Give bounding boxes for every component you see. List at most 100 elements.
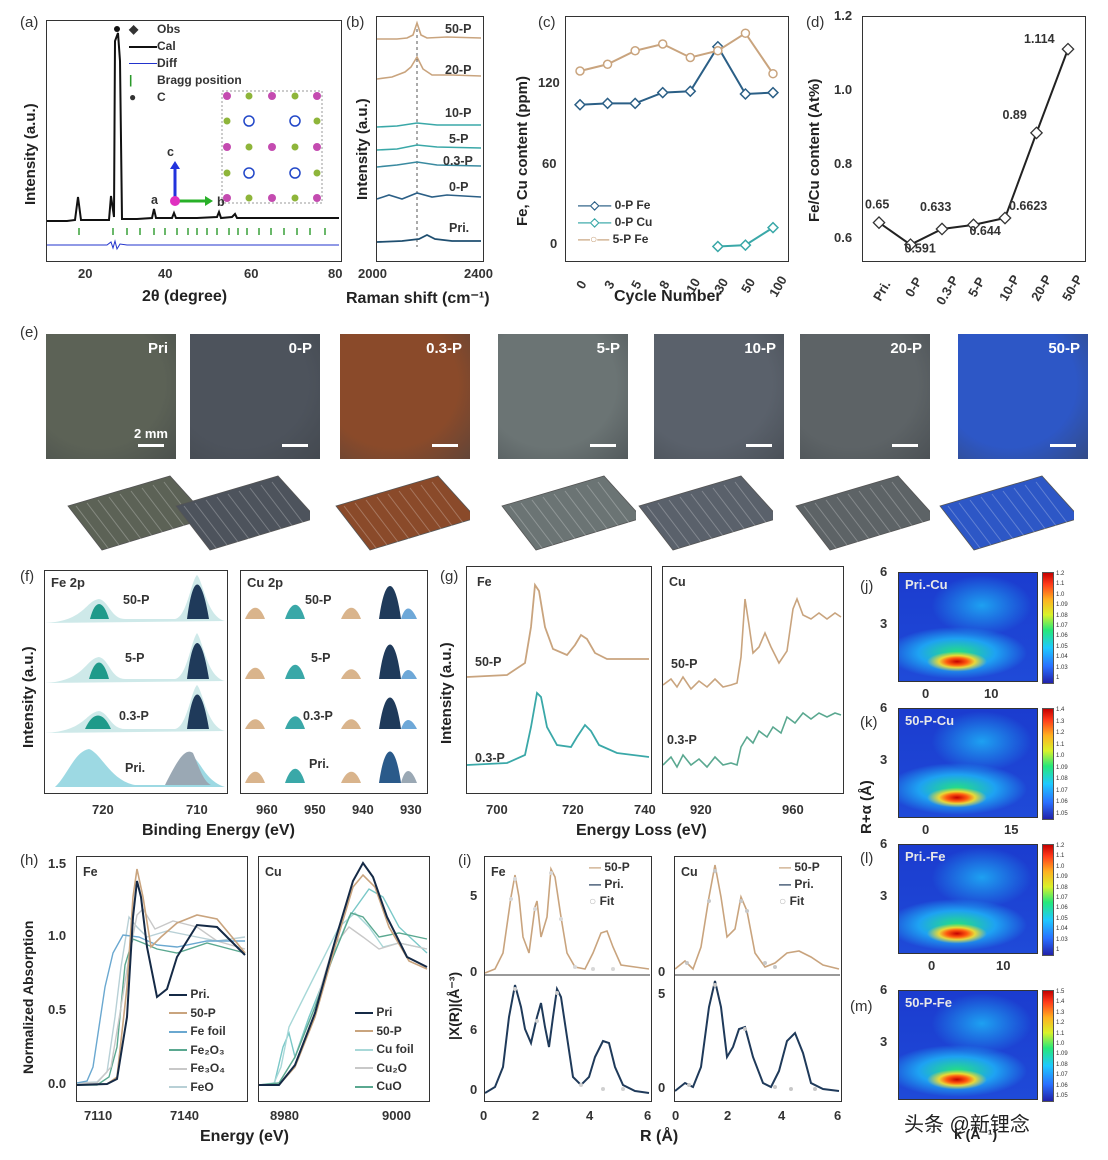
topo-surface: [335, 475, 470, 551]
data-point: [601, 97, 614, 110]
legend-diff: Diff: [129, 55, 242, 72]
topo-texture: [847, 493, 881, 537]
topo-texture: [271, 481, 305, 525]
data-point: [1061, 42, 1075, 56]
raman-label-pri: Pri.: [449, 221, 470, 235]
topo-texture: [814, 502, 848, 546]
map-xtick: 10: [984, 686, 999, 701]
scale-bar: [282, 444, 308, 447]
panel-i-ylabel: |X(R)|(Å⁻³): [446, 971, 462, 1040]
metal-content-chart: [573, 28, 780, 253]
legend-cal: Cal: [129, 38, 242, 55]
map-panel-label: (j): [860, 578, 874, 595]
data-point: [739, 87, 752, 100]
map-panel-label: (k): [860, 714, 878, 731]
scale-bar: [590, 444, 616, 447]
surface-topography: [335, 475, 470, 551]
colorbar-tick: 1.05: [1056, 643, 1068, 650]
panel-f-ylabel: Intensity (a.u.): [20, 646, 37, 748]
surface-topography: [175, 475, 310, 551]
legend-cu-pri: — Pri.: [779, 877, 814, 891]
xps-fe2p-spectra: [45, 575, 225, 787]
map-ytick: 6: [880, 982, 888, 997]
exafs-cu-spectra: [675, 864, 840, 1092]
map-ytick: 3: [880, 752, 888, 767]
topo-texture: [409, 487, 443, 531]
scale-bar: [892, 444, 918, 447]
cu-row-03p: [245, 697, 417, 729]
panel-d-xtick: 5-P: [964, 274, 988, 300]
data-point: [573, 98, 587, 111]
colorbar-tick: 1.2: [1056, 843, 1065, 849]
point-value-label: 0.65: [865, 198, 889, 212]
eels-cu-spectra: [663, 596, 842, 769]
exafs-fe-spectra: [485, 866, 650, 1094]
fe2p-row-pri: Pri.: [125, 761, 146, 775]
panel-b-label: (b): [346, 14, 365, 31]
topo-texture: [1024, 484, 1058, 528]
colorbar-tick: 1.07: [1056, 623, 1068, 629]
data-point: [766, 86, 780, 99]
eels-fe-spectra: [467, 582, 650, 766]
electrode-photo: Pri 2 mm: [46, 334, 176, 459]
fe-cu-ratio-chart: 0.65 0.591 0.633 0.644 0.6623 0.89 1.114: [865, 32, 1075, 256]
map-xtick: 0: [922, 822, 930, 837]
topo-texture: [1002, 490, 1036, 534]
data-point: [713, 46, 723, 56]
scale-bar: [432, 444, 458, 447]
panel-h-ytick: 1.0: [48, 928, 67, 943]
panel-h-ytick: 0.0: [48, 1076, 67, 1091]
colorbar-tick: 1.03: [1056, 936, 1068, 943]
panel-d-xtick: 10-P: [996, 272, 1023, 304]
panel-i-right-ytick: 5: [658, 986, 666, 1001]
colorbar-tick: 1.05: [1056, 811, 1068, 817]
panel-b-plot: 50-P 20-P 10-P 5-P 0.3-P 0-P Pri.: [376, 16, 484, 262]
scale-bar: [138, 444, 164, 447]
colorbar-tick: 1.4: [1056, 707, 1065, 713]
topo-texture: [205, 499, 239, 543]
colorbar-tick: 1.1: [1056, 1030, 1065, 1037]
electrode-photo: 0-P: [190, 334, 320, 459]
panel-f-cu-xtick: 940: [352, 802, 374, 817]
map-ytick: 6: [880, 564, 888, 579]
point-value-label: 1.114: [1024, 32, 1055, 46]
topo-texture: [227, 493, 261, 537]
raman-label-0p: 0-P: [449, 180, 469, 194]
legend-fe-pri: Pri.: [169, 985, 226, 1004]
colorbar-tick: 1.06: [1056, 799, 1068, 806]
legend-cu-foil: Cu foil: [355, 1040, 414, 1059]
data-point: [903, 238, 918, 252]
colorbar-tick: 1.1: [1056, 741, 1065, 748]
cu2p-row-50p: 50-P: [305, 593, 332, 607]
topo-texture: [97, 499, 131, 543]
data-point: [1029, 126, 1044, 140]
panel-g-fe-xtick: 740: [634, 802, 656, 817]
map-panel-label: (m): [850, 998, 873, 1015]
panel-f-label: (f): [20, 568, 35, 585]
data-point: [740, 28, 751, 38]
cu-row-pri: [245, 751, 417, 783]
topo-texture: [509, 505, 543, 549]
raman-spectra: [377, 20, 482, 247]
panel-f-cu-plot: Cu 2p 50-P 5-P 0.3-P Pri.: [240, 570, 428, 794]
topo-texture: [1013, 487, 1047, 531]
map-title: 50-P-Fe: [905, 995, 952, 1010]
panel-f-cu-xtick: 930: [400, 802, 422, 817]
map-title: Pri.-Cu: [905, 577, 948, 592]
panel-c-xtick: 0: [573, 277, 590, 292]
panel-d-ytick: 0.8: [834, 156, 853, 171]
topo-texture: [86, 502, 120, 546]
data-point: [629, 97, 642, 110]
scale-label: 2 mm: [134, 426, 168, 441]
panel-i-cu-xtick: 2: [724, 1108, 732, 1123]
topo-texture: [183, 505, 217, 549]
legend-cu-50p: 50-P: [355, 1022, 414, 1041]
colorbar-tick: 1.2: [1056, 1020, 1065, 1027]
data-point: [768, 68, 778, 79]
colorbar-tick: 1.09: [1056, 764, 1068, 771]
panel-b-ylabel: Intensity (a.u.): [354, 98, 371, 200]
topo-texture: [836, 496, 870, 540]
cu2p-row-03p: 0.3-P: [303, 709, 333, 723]
panel-g-cu-xtick: 960: [782, 802, 804, 817]
panel-g-xlabel: Energy Loss (eV): [576, 822, 707, 839]
